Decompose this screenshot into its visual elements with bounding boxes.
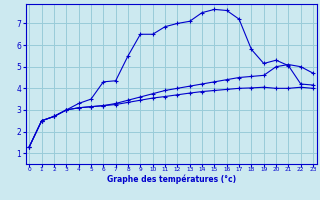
X-axis label: Graphe des températures (°c): Graphe des températures (°c) <box>107 175 236 184</box>
